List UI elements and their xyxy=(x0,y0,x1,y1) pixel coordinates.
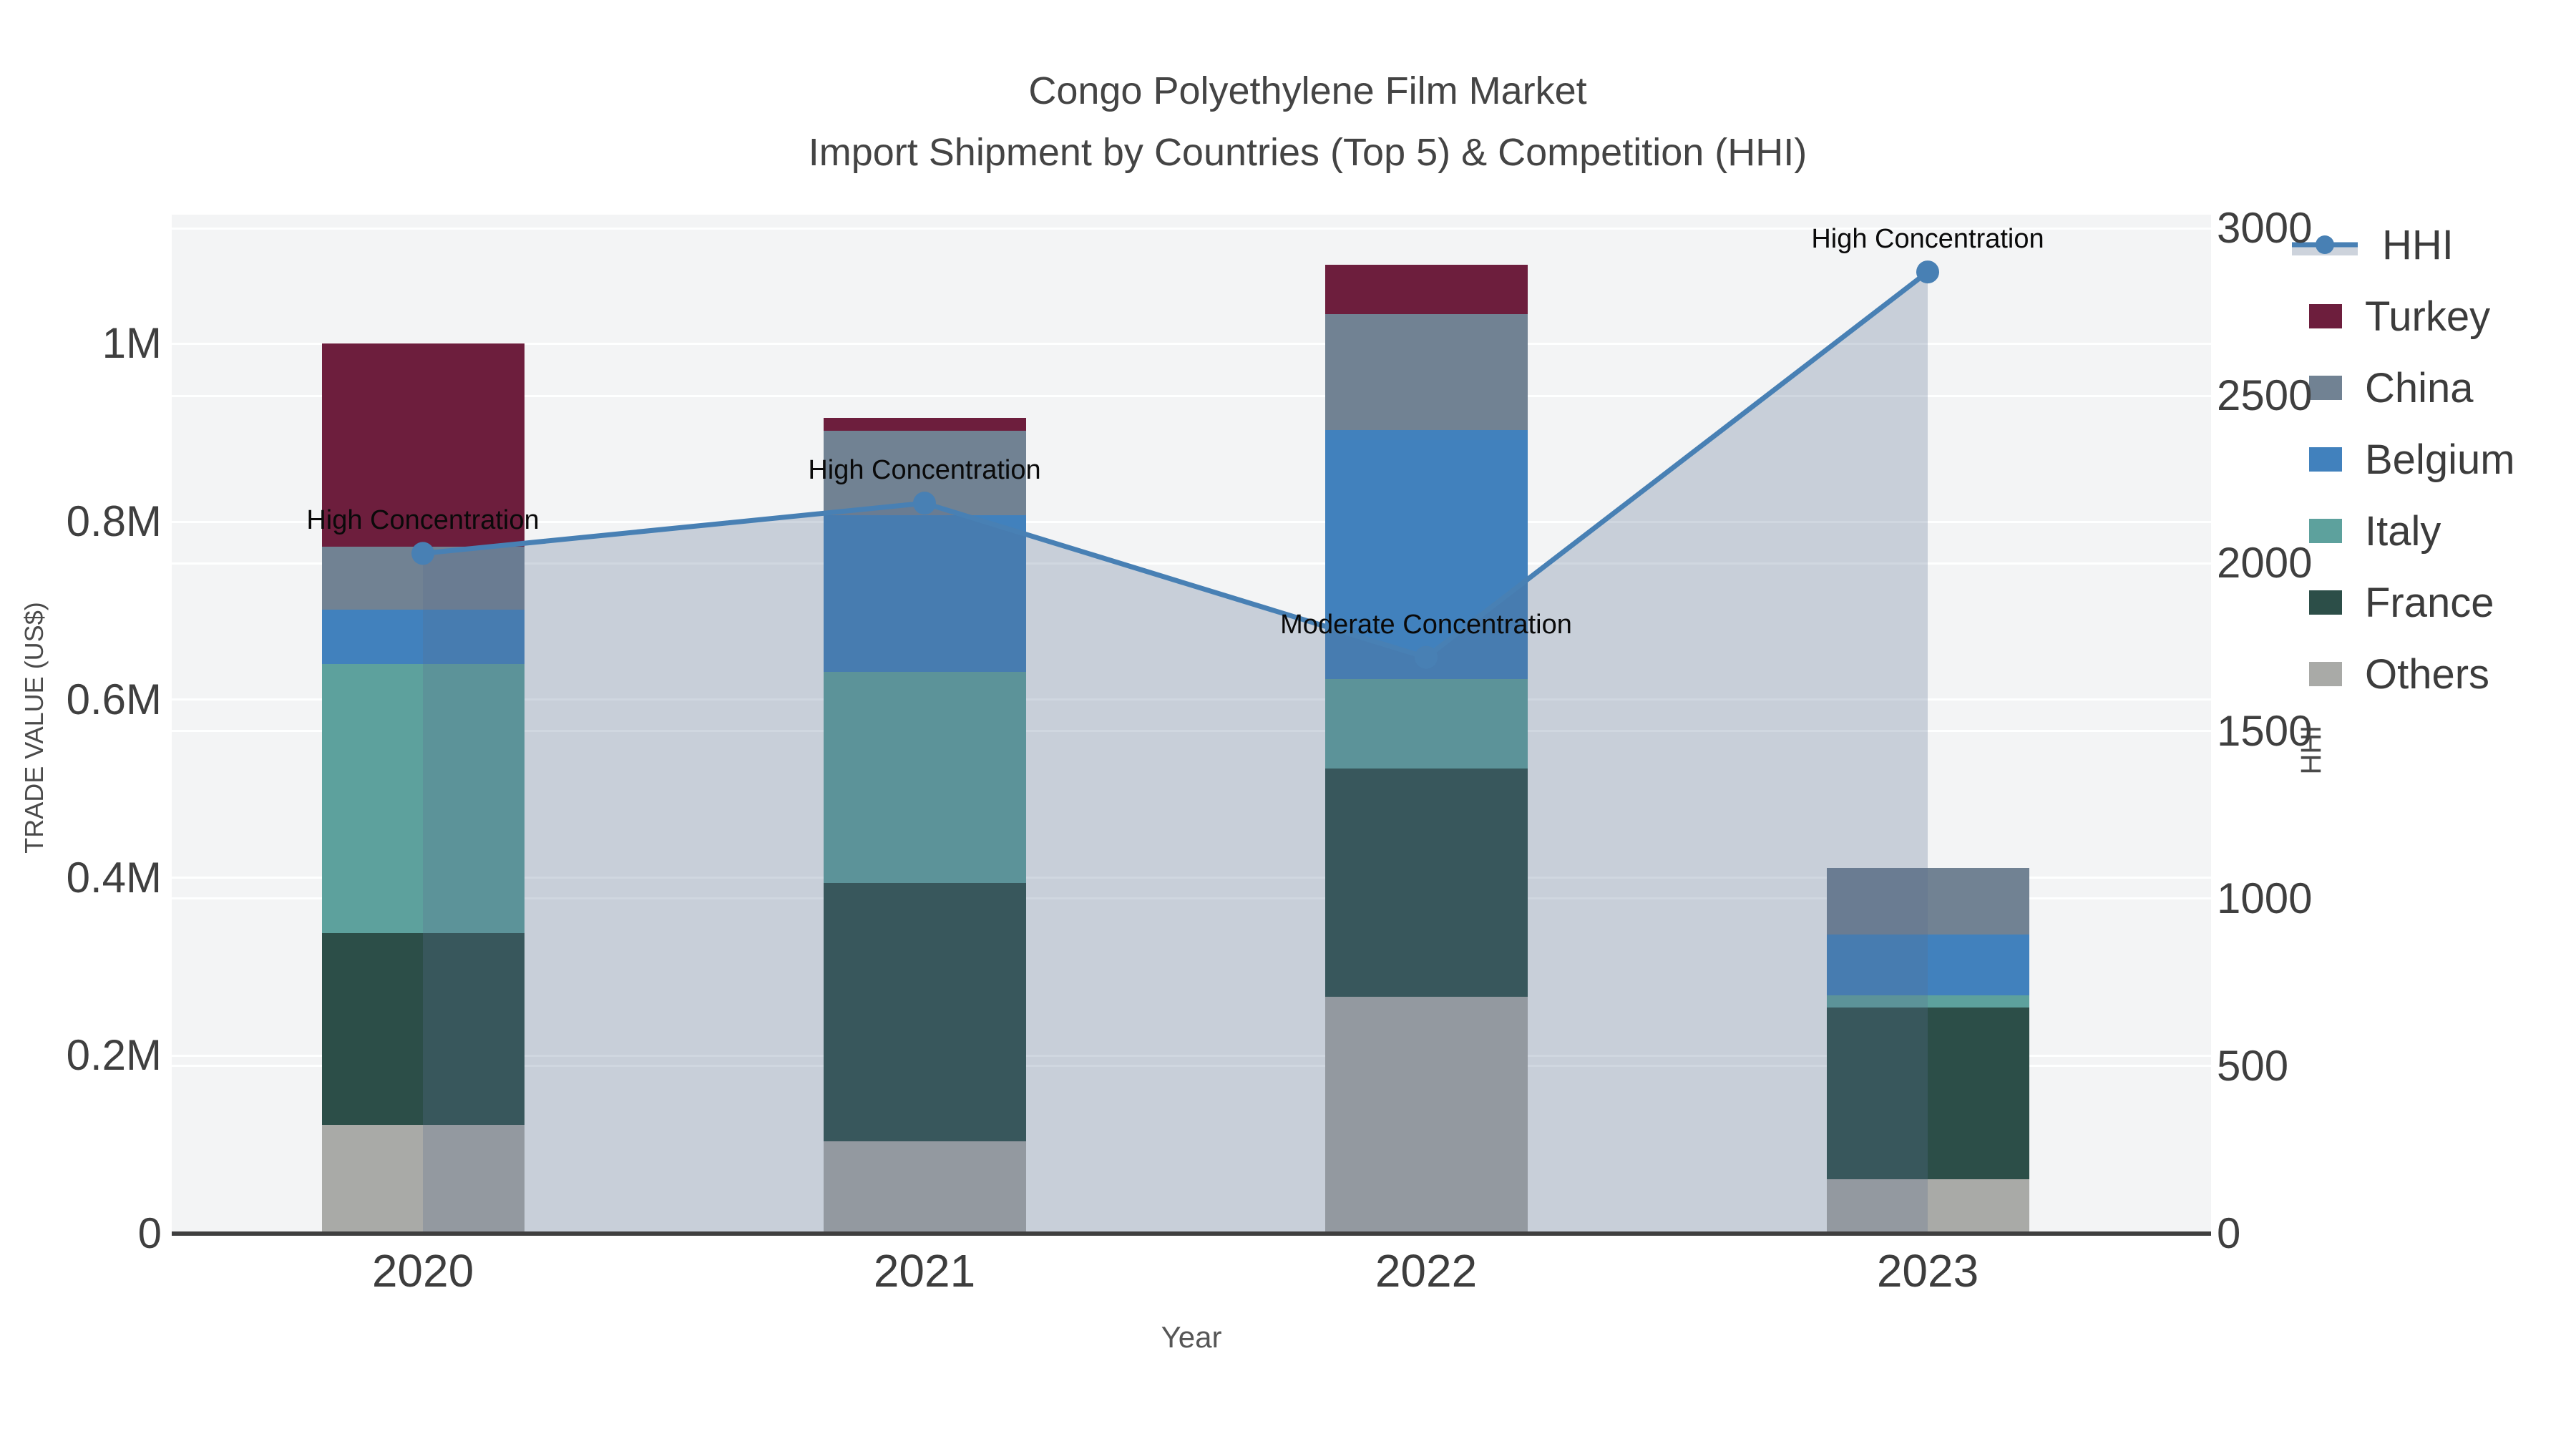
gridline-trade-value xyxy=(172,1054,2211,1057)
legend-item-turkey[interactable]: Turkey xyxy=(2280,280,2576,352)
annotation-2021: High Concentration xyxy=(808,455,1041,486)
hhi-overlay xyxy=(411,260,1939,1234)
legend-item-hhi[interactable]: HHI xyxy=(2280,209,2576,280)
y-axis-right-tick-label: 1500 xyxy=(2217,706,2313,755)
legend-hhi-line-icon xyxy=(2292,235,2358,255)
x-axis-line xyxy=(172,1231,2211,1236)
legend-swatch-belgium xyxy=(2309,447,2342,472)
gridline-trade-value xyxy=(172,877,2211,879)
y-axis-right-tick-label: 1000 xyxy=(2217,874,2313,922)
hhi-marker-2020 xyxy=(411,542,434,565)
legend-item-belgium[interactable]: Belgium xyxy=(2280,424,2576,495)
hhi-line xyxy=(422,270,1930,660)
y-axis-left-tick-label: 0.4M xyxy=(66,853,162,902)
y-axis-right-tick-label: 2500 xyxy=(2217,371,2313,420)
bar-segment-italy-2023 xyxy=(1826,995,2029,1008)
bar-segment-belgium-2021 xyxy=(823,515,1026,673)
annotation-2020: High Concentration xyxy=(306,505,540,536)
x-axis-tick-label-2022: 2022 xyxy=(1375,1245,1478,1297)
y-axis-left-tick-label: 0.8M xyxy=(66,497,162,546)
hhi-marker-2022 xyxy=(1415,645,1438,669)
y-axis-right-tick-label: 2000 xyxy=(2217,539,2313,587)
gridline-hhi xyxy=(172,227,2211,230)
bar-segment-others-2020 xyxy=(321,1125,525,1234)
bar-segment-italy-2020 xyxy=(321,664,525,933)
bar-segment-belgium-2023 xyxy=(1826,935,2029,995)
legend-swatch-others xyxy=(2309,662,2342,686)
y-axis-left-tick-label: 0.6M xyxy=(66,675,162,723)
bar-segment-france-2020 xyxy=(321,932,525,1126)
bar-segment-italy-2022 xyxy=(1324,679,1528,769)
annotation-2022: Moderate Concentration xyxy=(1280,609,1572,640)
legend-item-others[interactable]: Others xyxy=(2280,638,2576,710)
legend-item-china[interactable]: China xyxy=(2280,352,2576,424)
legend-label: HHI xyxy=(2382,221,2454,268)
gridline-hhi xyxy=(172,897,2211,900)
x-axis-tick-label-2021: 2021 xyxy=(873,1245,976,1297)
bar-segment-france-2021 xyxy=(823,882,1026,1141)
gridline-hhi xyxy=(172,730,2211,733)
legend-swatch-turkey xyxy=(2309,304,2342,328)
y-axis-right-tick-label: 0 xyxy=(2217,1209,2241,1257)
legend-swatch-italy xyxy=(2309,519,2342,543)
hhi-area xyxy=(423,272,1928,1234)
bar-segment-turkey-2021 xyxy=(823,417,1026,431)
legend-label: Belgium xyxy=(2365,436,2515,483)
x-axis-title: Year xyxy=(1161,1320,1222,1354)
x-axis-tick-label-2020: 2020 xyxy=(371,1245,474,1297)
legend-label: Turkey xyxy=(2365,293,2491,340)
gridline-trade-value xyxy=(172,342,2211,345)
y-axis-left-tick-label: 0 xyxy=(137,1209,162,1257)
legend: HHI Turkey China Belgium Italy France Others xyxy=(2280,200,2576,710)
bar-segment-france-2023 xyxy=(1826,1008,2029,1180)
plot-area xyxy=(172,215,2211,1234)
legend-label: Italy xyxy=(2365,507,2441,555)
hhi-marker-2023 xyxy=(1916,260,1939,284)
x-axis-tick-label-2023: 2023 xyxy=(1876,1245,1979,1297)
y-axis-left-title: TRADE VALUE (US$) xyxy=(19,602,49,854)
bar-segment-italy-2021 xyxy=(823,672,1026,883)
bar-segment-others-2021 xyxy=(823,1141,1026,1234)
bar-segment-belgium-2020 xyxy=(321,610,525,665)
bar-segment-turkey-2020 xyxy=(321,343,525,547)
bar-segment-china-2023 xyxy=(1826,867,2029,935)
y-axis-left-tick-label: 1M xyxy=(102,319,162,368)
y-axis-right-tick-label: 3000 xyxy=(2217,204,2313,253)
bar-segment-turkey-2022 xyxy=(1324,264,1528,315)
legend-label: China xyxy=(2365,364,2474,411)
gridline-trade-value xyxy=(172,520,2211,523)
legend-label: Others xyxy=(2365,650,2490,698)
gridline-hhi xyxy=(172,562,2211,565)
gridline-hhi xyxy=(172,394,2211,397)
legend-item-france[interactable]: France xyxy=(2280,567,2576,638)
gridline-trade-value xyxy=(172,698,2211,701)
chart-subtitle: Import Shipment by Countries (Top 5) & C… xyxy=(808,131,1807,174)
gridline-hhi xyxy=(172,1065,2211,1068)
bar-segment-france-2022 xyxy=(1324,768,1528,997)
bar-segment-china-2022 xyxy=(1324,314,1528,430)
chart-title: Congo Polyethylene Film Market xyxy=(1028,69,1587,112)
annotation-2023: High Concentration xyxy=(1811,224,2044,255)
bar-segment-others-2022 xyxy=(1324,997,1528,1234)
y-axis-left-tick-label: 0.2M xyxy=(66,1031,162,1080)
legend-swatch-china xyxy=(2309,376,2342,400)
legend-label: France xyxy=(2365,579,2494,626)
y-axis-right-tick-label: 500 xyxy=(2217,1041,2289,1090)
hhi-marker-2021 xyxy=(913,492,936,515)
legend-item-italy[interactable]: Italy xyxy=(2280,495,2576,567)
legend-swatch-france xyxy=(2309,590,2342,615)
bar-segment-others-2023 xyxy=(1826,1179,2029,1234)
